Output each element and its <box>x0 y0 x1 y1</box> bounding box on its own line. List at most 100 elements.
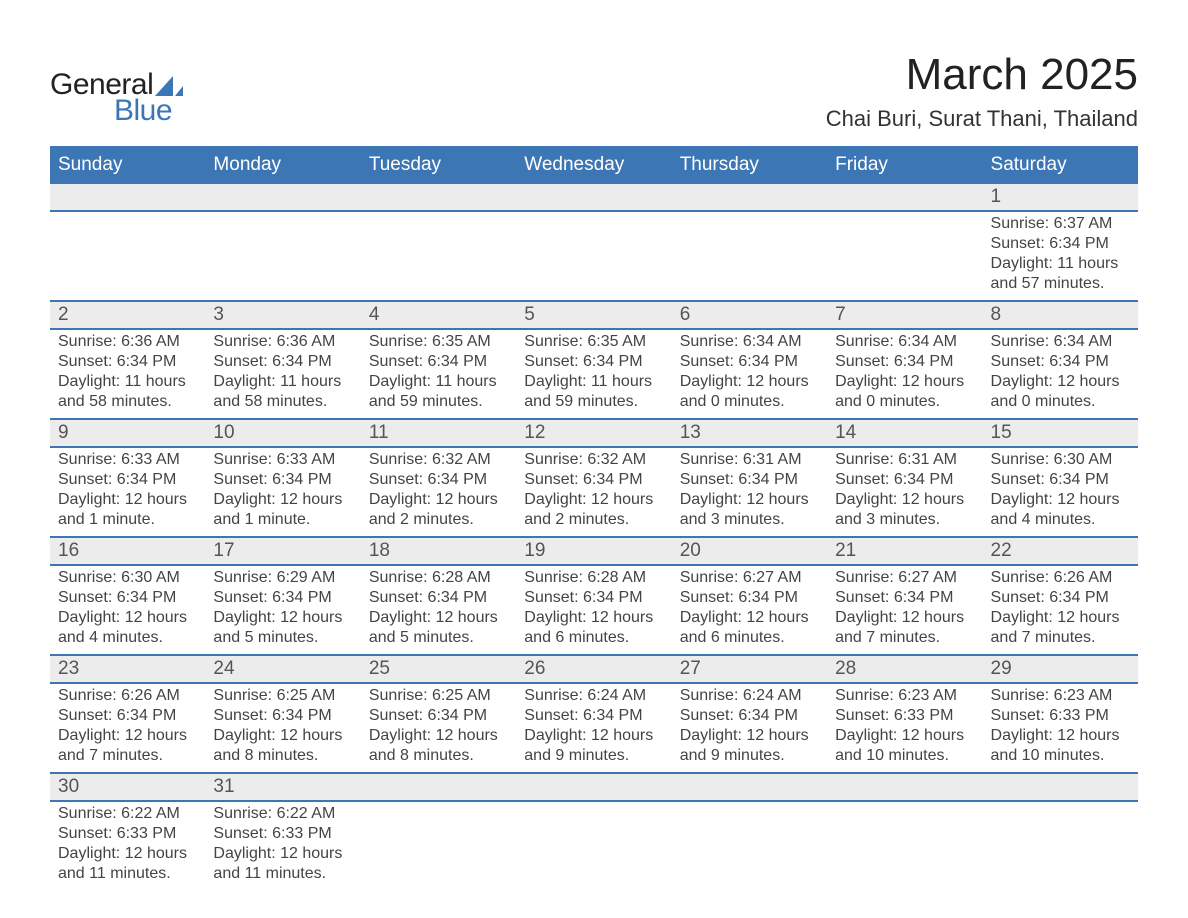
day-number: 6 <box>672 302 827 328</box>
day-detail-cell: Sunrise: 6:30 AMSunset: 6:34 PMDaylight:… <box>50 565 205 655</box>
sunrise-line: Sunrise: 6:31 AM <box>680 450 819 470</box>
location: Chai Buri, Surat Thani, Thailand <box>826 106 1138 132</box>
empty-detail <box>827 802 982 830</box>
day-detail-cell <box>361 801 516 890</box>
day-cell <box>361 773 516 801</box>
day-number: 21 <box>827 538 982 564</box>
day-cell: 4 <box>361 301 516 329</box>
sunrise-line: Sunrise: 6:35 AM <box>524 332 663 352</box>
day-detail-cell: Sunrise: 6:33 AMSunset: 6:34 PMDaylight:… <box>50 447 205 537</box>
day-detail-cell: Sunrise: 6:23 AMSunset: 6:33 PMDaylight:… <box>827 683 982 773</box>
week-detail-row: Sunrise: 6:26 AMSunset: 6:34 PMDaylight:… <box>50 683 1138 773</box>
empty-detail <box>827 212 982 240</box>
sunrise-line: Sunrise: 6:26 AM <box>991 568 1130 588</box>
daylight-line: Daylight: 12 hours and 8 minutes. <box>213 726 352 766</box>
empty-day <box>205 184 360 210</box>
day-number: 20 <box>672 538 827 564</box>
day-cell <box>205 183 360 211</box>
day-cell: 9 <box>50 419 205 447</box>
day-cell: 18 <box>361 537 516 565</box>
day-cell: 15 <box>983 419 1138 447</box>
week-daynum-row: 1 <box>50 183 1138 211</box>
day-cell: 11 <box>361 419 516 447</box>
day-number: 28 <box>827 656 982 682</box>
sunset-line: Sunset: 6:34 PM <box>369 706 508 726</box>
day-cell: 10 <box>205 419 360 447</box>
day-cell <box>827 773 982 801</box>
day-detail: Sunrise: 6:25 AMSunset: 6:34 PMDaylight:… <box>361 684 516 772</box>
day-detail-cell <box>983 801 1138 890</box>
empty-day <box>516 774 671 800</box>
day-cell <box>50 183 205 211</box>
daylight-line: Daylight: 12 hours and 6 minutes. <box>524 608 663 648</box>
day-number: 29 <box>983 656 1138 682</box>
empty-detail <box>672 212 827 240</box>
daylight-line: Daylight: 12 hours and 8 minutes. <box>369 726 508 766</box>
day-detail-cell: Sunrise: 6:36 AMSunset: 6:34 PMDaylight:… <box>50 329 205 419</box>
empty-day <box>983 774 1138 800</box>
sunset-line: Sunset: 6:34 PM <box>58 588 197 608</box>
day-detail-cell: Sunrise: 6:28 AMSunset: 6:34 PMDaylight:… <box>361 565 516 655</box>
day-header: Wednesday <box>516 147 671 183</box>
sunrise-line: Sunrise: 6:23 AM <box>835 686 974 706</box>
day-detail-cell: Sunrise: 6:26 AMSunset: 6:34 PMDaylight:… <box>50 683 205 773</box>
day-number: 8 <box>983 302 1138 328</box>
week-daynum-row: 23242526272829 <box>50 655 1138 683</box>
sunrise-line: Sunrise: 6:36 AM <box>58 332 197 352</box>
day-cell <box>361 183 516 211</box>
day-number: 10 <box>205 420 360 446</box>
day-detail: Sunrise: 6:27 AMSunset: 6:34 PMDaylight:… <box>827 566 982 654</box>
daylight-line: Daylight: 12 hours and 5 minutes. <box>213 608 352 648</box>
empty-day <box>672 184 827 210</box>
day-detail-cell: Sunrise: 6:25 AMSunset: 6:34 PMDaylight:… <box>205 683 360 773</box>
day-detail: Sunrise: 6:35 AMSunset: 6:34 PMDaylight:… <box>361 330 516 418</box>
week-detail-row: Sunrise: 6:30 AMSunset: 6:34 PMDaylight:… <box>50 565 1138 655</box>
day-cell: 21 <box>827 537 982 565</box>
day-detail-cell: Sunrise: 6:36 AMSunset: 6:34 PMDaylight:… <box>205 329 360 419</box>
week-detail-row: Sunrise: 6:37 AMSunset: 6:34 PMDaylight:… <box>50 211 1138 301</box>
day-detail-cell: Sunrise: 6:34 AMSunset: 6:34 PMDaylight:… <box>983 329 1138 419</box>
day-cell <box>827 183 982 211</box>
day-number: 30 <box>50 774 205 800</box>
empty-detail <box>516 802 671 830</box>
daylight-line: Daylight: 12 hours and 1 minute. <box>213 490 352 530</box>
sunset-line: Sunset: 6:33 PM <box>58 824 197 844</box>
sunrise-line: Sunrise: 6:22 AM <box>58 804 197 824</box>
empty-day <box>827 774 982 800</box>
day-cell: 30 <box>50 773 205 801</box>
day-detail-cell <box>827 801 982 890</box>
day-number: 2 <box>50 302 205 328</box>
daylight-line: Daylight: 12 hours and 11 minutes. <box>58 844 197 884</box>
sunrise-line: Sunrise: 6:28 AM <box>369 568 508 588</box>
day-detail: Sunrise: 6:28 AMSunset: 6:34 PMDaylight:… <box>516 566 671 654</box>
day-cell: 28 <box>827 655 982 683</box>
sunrise-line: Sunrise: 6:26 AM <box>58 686 197 706</box>
sunset-line: Sunset: 6:34 PM <box>369 352 508 372</box>
day-detail: Sunrise: 6:37 AMSunset: 6:34 PMDaylight:… <box>983 212 1138 300</box>
day-cell: 14 <box>827 419 982 447</box>
daylight-line: Daylight: 12 hours and 9 minutes. <box>524 726 663 766</box>
sunset-line: Sunset: 6:34 PM <box>835 352 974 372</box>
logo-text-2: Blue <box>114 94 172 128</box>
sunrise-line: Sunrise: 6:33 AM <box>58 450 197 470</box>
day-detail-cell: Sunrise: 6:32 AMSunset: 6:34 PMDaylight:… <box>516 447 671 537</box>
empty-detail <box>983 802 1138 830</box>
day-cell: 20 <box>672 537 827 565</box>
sunset-line: Sunset: 6:34 PM <box>524 588 663 608</box>
sunrise-line: Sunrise: 6:27 AM <box>835 568 974 588</box>
day-number: 17 <box>205 538 360 564</box>
day-detail-cell: Sunrise: 6:24 AMSunset: 6:34 PMDaylight:… <box>516 683 671 773</box>
day-detail-cell: Sunrise: 6:37 AMSunset: 6:34 PMDaylight:… <box>983 211 1138 301</box>
daylight-line: Daylight: 12 hours and 7 minutes. <box>835 608 974 648</box>
sunrise-line: Sunrise: 6:30 AM <box>991 450 1130 470</box>
empty-detail <box>205 212 360 240</box>
sunset-line: Sunset: 6:34 PM <box>991 588 1130 608</box>
daylight-line: Daylight: 12 hours and 4 minutes. <box>58 608 197 648</box>
daylight-line: Daylight: 12 hours and 2 minutes. <box>369 490 508 530</box>
day-cell: 3 <box>205 301 360 329</box>
empty-detail <box>516 212 671 240</box>
day-cell: 31 <box>205 773 360 801</box>
day-cell: 8 <box>983 301 1138 329</box>
day-detail: Sunrise: 6:33 AMSunset: 6:34 PMDaylight:… <box>50 448 205 536</box>
daylight-line: Daylight: 12 hours and 7 minutes. <box>58 726 197 766</box>
